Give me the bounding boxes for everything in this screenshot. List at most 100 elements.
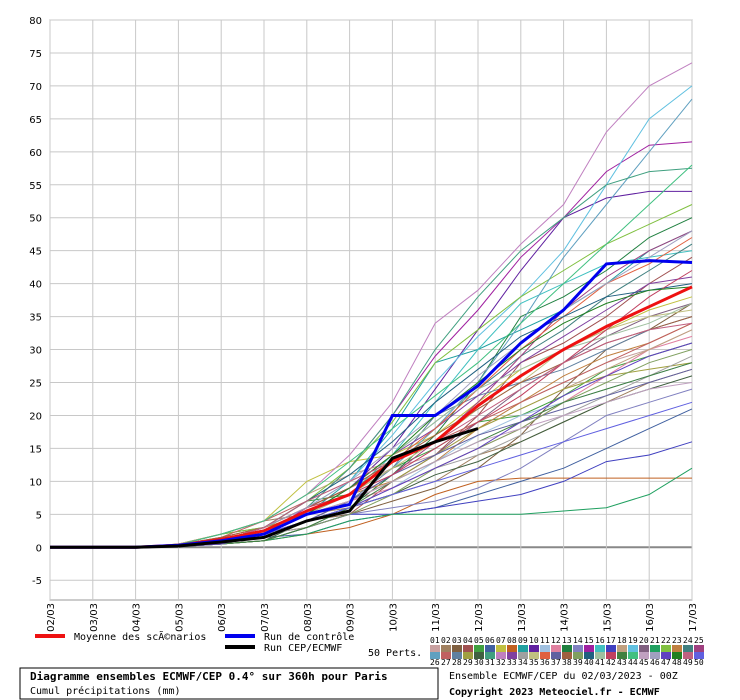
legend-swatch: [496, 645, 506, 652]
legend-swatch: [595, 652, 605, 659]
run-info: Ensemble ECMWF/CEP du 02/03/2023 - 00Z: [449, 671, 678, 682]
legend-swatch: [485, 645, 495, 652]
legend-label: 45: [639, 658, 649, 667]
legend-label: 34: [518, 658, 528, 667]
series-line: [50, 427, 479, 549]
legend-label: 03: [452, 636, 462, 645]
legend-swatch: [628, 652, 638, 659]
legend-label: 38: [562, 658, 572, 667]
legend-label: 29: [463, 658, 473, 667]
chart-title: Diagramme ensembles ECMWF/CEP 0.4° sur 3…: [30, 670, 388, 683]
legend-swatch: [584, 645, 594, 652]
legend-label: 08: [507, 636, 517, 645]
y-tick-label: 55: [29, 181, 42, 192]
x-tick-label: 13/03: [517, 603, 528, 632]
legend-label: 26: [430, 658, 440, 667]
legend-swatch: [540, 652, 550, 659]
x-tick-label: 02/03: [46, 603, 57, 632]
legend-label: 20: [639, 636, 649, 645]
legend-swatch: [661, 652, 671, 659]
legend-swatch: [507, 652, 517, 659]
legend-label: 13: [562, 636, 572, 645]
legend-label: 27: [441, 658, 451, 667]
legend-swatch: [562, 645, 572, 652]
y-tick-label: 75: [29, 49, 42, 60]
legend-label: 44: [628, 658, 638, 667]
legend-label: 21: [650, 636, 660, 645]
copyright: Copyright 2023 Meteociel.fr - ECMWF: [449, 686, 660, 698]
legend-label: 25: [694, 636, 704, 645]
legend-swatch: [628, 645, 638, 652]
chart-subtitle: Cumul précipitations (mm): [30, 685, 181, 697]
legend-swatch: [551, 652, 561, 659]
legend-label: 07: [496, 636, 506, 645]
legend-swatch: [606, 645, 616, 652]
legend-label: 37: [551, 658, 561, 667]
legend-label: 32: [496, 658, 506, 667]
y-tick-label: 10: [29, 477, 42, 488]
legend-swatch: [650, 652, 660, 659]
legend-swatch: [485, 652, 495, 659]
legend-label: 49: [683, 658, 693, 667]
legend-swatch: [639, 652, 649, 659]
legend-swatch: [463, 645, 473, 652]
legend-swatch: [518, 652, 528, 659]
x-tick-label: 16/03: [645, 603, 656, 632]
legend-swatch: [661, 645, 671, 652]
legend-label: 18: [617, 636, 627, 645]
legend-label: 48: [672, 658, 682, 667]
y-tick-label: 80: [29, 16, 42, 27]
legend-swatch: [551, 645, 561, 652]
legend-label: 09: [518, 636, 528, 645]
legend-label: 33: [507, 658, 517, 667]
y-tick-label: 45: [29, 247, 42, 258]
legend-label: 30: [474, 658, 484, 667]
x-tick-label: 04/03: [132, 603, 143, 632]
legend-swatch: [562, 652, 572, 659]
legend-label: 46: [650, 658, 660, 667]
legend-swatch: [496, 652, 506, 659]
legend-label: 31: [485, 658, 495, 667]
x-tick-label: 17/03: [688, 603, 699, 632]
legend-swatch: [584, 652, 594, 659]
y-tick-label: -5: [32, 576, 42, 587]
legend-swatch: [672, 645, 682, 652]
x-tick-label: 08/03: [303, 603, 314, 632]
legend-label: 06: [485, 636, 495, 645]
legend-label: 39: [573, 658, 583, 667]
legend-swatch: [617, 652, 627, 659]
y-tick-label: 35: [29, 313, 42, 324]
legend-label: 15: [584, 636, 594, 645]
legend-label: 42: [606, 658, 616, 667]
legend-swatch: [595, 645, 605, 652]
legend-swatch: [694, 645, 704, 652]
legend-label: 10: [529, 636, 539, 645]
legend-label: 50: [694, 658, 704, 667]
legend-swatch: [507, 645, 517, 652]
legend-swatch: [606, 652, 616, 659]
legend-label: 24: [683, 636, 693, 645]
y-tick-label: 50: [29, 214, 42, 225]
legend-label: 23: [672, 636, 682, 645]
x-tick-label: 10/03: [388, 603, 399, 632]
legend-label: 12: [551, 636, 561, 645]
legend-swatch: [452, 645, 462, 652]
legend-label: 02: [441, 636, 451, 645]
legend-label: 16: [595, 636, 605, 645]
legend-label: 47: [661, 658, 671, 667]
title-box: [19, 667, 439, 700]
legend-label: Run de contrôle: [264, 631, 354, 643]
y-tick-label: 65: [29, 115, 42, 126]
x-tick-label: 03/03: [89, 603, 100, 632]
legend-label: 04: [463, 636, 473, 645]
legend-swatch: [430, 652, 440, 659]
legend-swatch: [639, 645, 649, 652]
legend-swatch: [672, 652, 682, 659]
legend-label: 14: [573, 636, 583, 645]
legend-label: 19: [628, 636, 638, 645]
legend-label: 17: [606, 636, 616, 645]
legend-swatch: [518, 645, 528, 652]
x-tick-label: 11/03: [431, 603, 442, 632]
y-tick-label: 20: [29, 411, 42, 422]
legend-label: 05: [474, 636, 484, 645]
